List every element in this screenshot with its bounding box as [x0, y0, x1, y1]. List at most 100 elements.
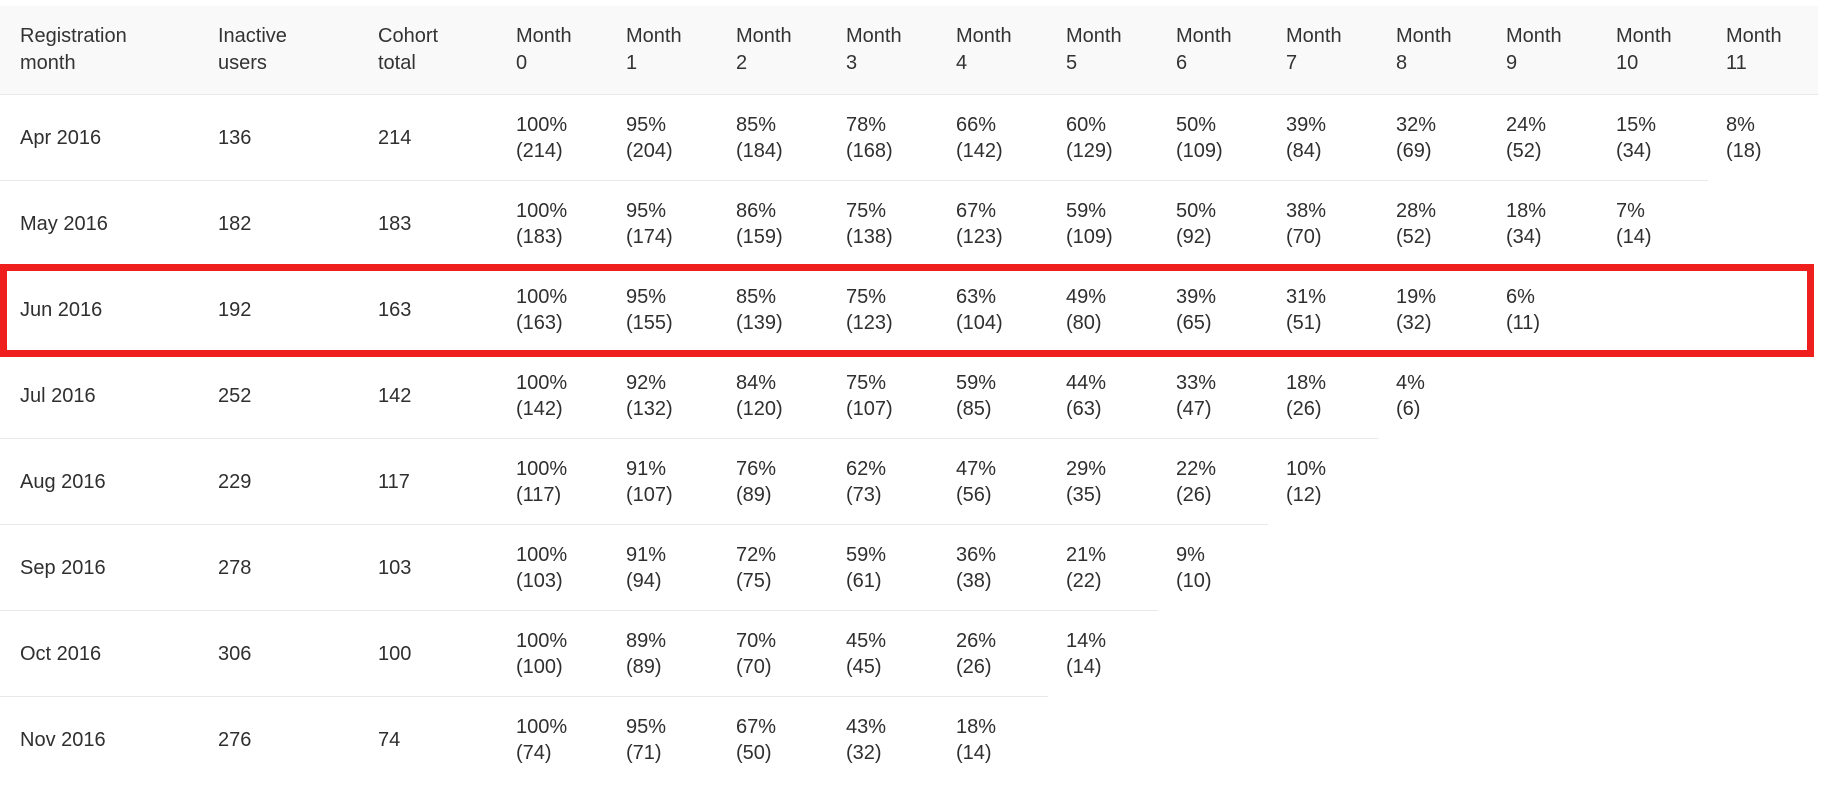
retention-count: (10)	[1176, 569, 1212, 592]
retention-cell: 76% (89)	[718, 438, 828, 525]
retention-cell: 8% (18)	[1708, 94, 1818, 181]
retention-count: (123)	[956, 225, 1003, 248]
retention-percent: 100%	[516, 543, 568, 566]
retention-percent: 50%	[1176, 199, 1217, 222]
retention-percent: 18%	[1286, 371, 1327, 394]
retention-percent: 45%	[846, 629, 887, 652]
retention-cell: 89% (89)	[608, 610, 718, 697]
column-header: Registration month	[0, 6, 200, 95]
cohort-total-cell: 74	[360, 696, 498, 782]
retention-cell: 60% (129)	[1048, 94, 1158, 181]
retention-cell: 18% (14)	[938, 696, 1048, 782]
retention-count: (138)	[846, 225, 893, 248]
column-header: Month 4	[938, 6, 1048, 95]
retention-percent: 100%	[516, 629, 568, 652]
inactive-users-cell: 192	[200, 266, 360, 353]
retention-percent: 78%	[846, 113, 887, 136]
retention-count: (174)	[626, 225, 673, 248]
inactive-users-cell: 276	[200, 696, 360, 782]
retention-percent: 32%	[1396, 113, 1437, 136]
retention-percent: 100%	[516, 285, 568, 308]
retention-cell: 39% (65)	[1158, 266, 1268, 353]
retention-count: (14)	[1616, 225, 1652, 248]
cohort-row: Jun 2016 192 163 100% (163) 95% (155) 85% (139) 7…	[0, 266, 1818, 353]
retention-cell: 50% (92)	[1158, 180, 1268, 267]
retention-cell: 59% (85)	[938, 352, 1048, 439]
retention-cell: 66% (142)	[938, 94, 1048, 181]
retention-count: (74)	[516, 741, 552, 764]
retention-percent: 95%	[626, 199, 667, 222]
retention-percent: 26%	[956, 629, 997, 652]
retention-percent: 70%	[736, 629, 777, 652]
registration-month-cell: Sep 2016	[0, 524, 200, 611]
retention-count: (168)	[846, 139, 893, 162]
retention-percent: 95%	[626, 113, 667, 136]
retention-percent: 15%	[1616, 113, 1657, 136]
retention-count: (183)	[516, 225, 563, 248]
cohort-total-cell: 117	[360, 438, 498, 525]
retention-count: (104)	[956, 311, 1003, 334]
inactive-users-cell: 306	[200, 610, 360, 697]
cohort-total-cell: 183	[360, 180, 498, 267]
retention-cell: 72% (75)	[718, 524, 828, 611]
retention-percent: 47%	[956, 457, 997, 480]
retention-percent: 85%	[736, 285, 777, 308]
retention-percent: 21%	[1066, 543, 1107, 566]
retention-count: (12)	[1286, 483, 1322, 506]
cohort-row: Oct 2016 306 100 100% (100) 89% (89) 70% (70) 45%…	[0, 610, 1818, 697]
retention-count: (89)	[736, 483, 772, 506]
retention-percent: 67%	[956, 199, 997, 222]
retention-cell: 24% (52)	[1488, 94, 1598, 181]
cohort-total-cell: 100	[360, 610, 498, 697]
retention-count: (32)	[846, 741, 882, 764]
retention-cell: 100% (183)	[498, 180, 608, 267]
retention-cell: 75% (123)	[828, 266, 938, 353]
retention-cell: 85% (139)	[718, 266, 828, 353]
retention-cell: 100% (163)	[498, 266, 608, 353]
retention-count: (120)	[736, 397, 783, 420]
cohort-total-cell: 163	[360, 266, 498, 353]
registration-month-cell: Nov 2016	[0, 696, 200, 782]
retention-percent: 33%	[1176, 371, 1217, 394]
retention-cell: 45% (45)	[828, 610, 938, 697]
retention-percent: 43%	[846, 715, 887, 738]
retention-cell: 26% (26)	[938, 610, 1048, 697]
retention-count: (14)	[956, 741, 992, 764]
retention-count: (65)	[1176, 311, 1212, 334]
retention-count: (50)	[736, 741, 772, 764]
retention-cell: 47% (56)	[938, 438, 1048, 525]
retention-percent: 59%	[956, 371, 997, 394]
retention-cell: 32% (69)	[1378, 94, 1488, 181]
retention-count: (61)	[846, 569, 882, 592]
retention-count: (14)	[1066, 655, 1102, 678]
retention-percent: 89%	[626, 629, 667, 652]
retention-percent: 10%	[1286, 457, 1327, 480]
table-header-row: Registration month Inactive users Cohort t…	[0, 6, 1818, 95]
retention-percent: 76%	[736, 457, 777, 480]
retention-count: (32)	[1396, 311, 1432, 334]
retention-count: (204)	[626, 139, 673, 162]
retention-cell: 86% (159)	[718, 180, 828, 267]
retention-percent: 36%	[956, 543, 997, 566]
retention-cell: 59% (61)	[828, 524, 938, 611]
retention-count: (107)	[846, 397, 893, 420]
retention-percent: 100%	[516, 715, 568, 738]
retention-count: (47)	[1176, 397, 1212, 420]
retention-percent: 38%	[1286, 199, 1327, 222]
retention-cell: 100% (142)	[498, 352, 608, 439]
retention-cell: 95% (174)	[608, 180, 718, 267]
retention-cell: 18% (34)	[1488, 180, 1598, 267]
retention-cell: 50% (109)	[1158, 94, 1268, 181]
retention-count: (70)	[736, 655, 772, 678]
retention-cell: 91% (94)	[608, 524, 718, 611]
retention-cell: 33% (47)	[1158, 352, 1268, 439]
retention-cell: 43% (32)	[828, 696, 938, 782]
retention-cell: 31% (51)	[1268, 266, 1378, 353]
column-header: Month 1	[608, 6, 718, 95]
retention-percent: 91%	[626, 457, 667, 480]
retention-percent: 28%	[1396, 199, 1437, 222]
retention-cell: 22% (26)	[1158, 438, 1268, 525]
retention-percent: 39%	[1286, 113, 1327, 136]
retention-count: (51)	[1286, 311, 1322, 334]
retention-percent: 22%	[1176, 457, 1217, 480]
